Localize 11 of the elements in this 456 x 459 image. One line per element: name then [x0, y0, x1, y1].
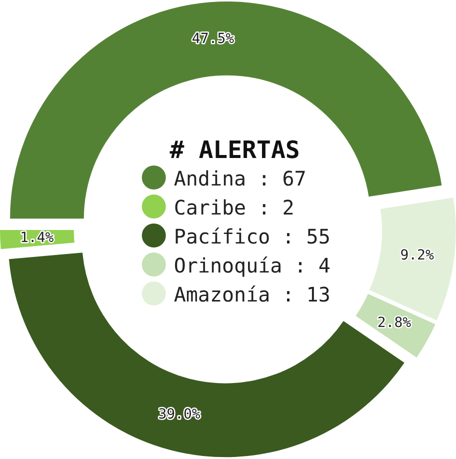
data-label: 2.8%	[377, 315, 412, 332]
legend-label: Caribe : 2	[174, 195, 294, 220]
legend-label: Andina : 67	[174, 166, 306, 190]
legend-label: Orinoquía : 4	[174, 253, 330, 278]
data-label: 47.5%	[192, 30, 235, 47]
legend-label: Amazonía : 13	[174, 282, 330, 306]
data-label: 1.4%	[20, 230, 54, 246]
legend-label: Pacífico : 55	[174, 224, 330, 248]
legend-title: # ALERTAS	[170, 136, 300, 164]
data-label: 39.0%	[158, 406, 201, 422]
data-label: 9.2%	[400, 247, 434, 264]
